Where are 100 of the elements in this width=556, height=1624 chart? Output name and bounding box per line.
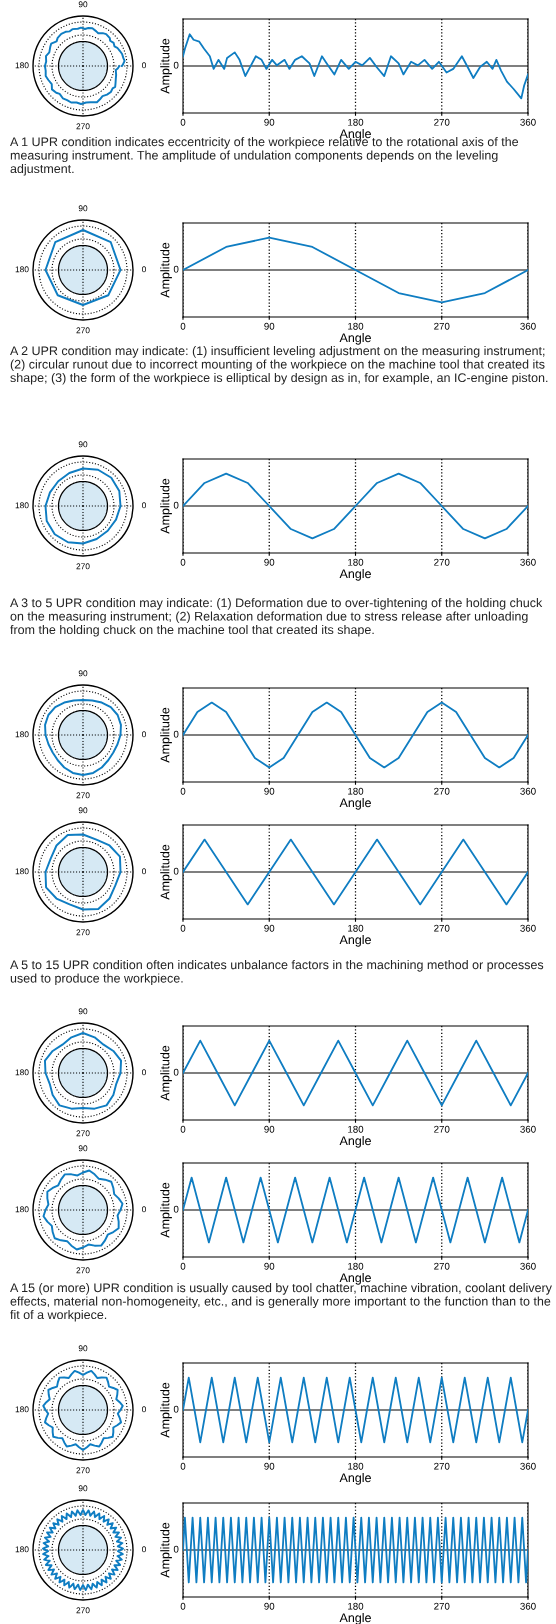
y-axis-title: Amplitude — [160, 1522, 172, 1578]
x-tick-label: 180 — [348, 118, 364, 126]
text: 0 — [142, 731, 146, 738]
x-tick-label: 180 — [348, 1462, 364, 1470]
x-tick-label: 90 — [264, 322, 275, 330]
y-axis-title: Amplitude — [160, 844, 172, 900]
y-axis-title: Amplitude — [160, 38, 172, 94]
x-tick-label: 180 — [348, 1602, 364, 1610]
y-axis-title: Amplitude — [160, 478, 172, 534]
text: 0 — [142, 1406, 146, 1413]
text: 0 — [142, 1546, 146, 1553]
x-tick-label: 360 — [520, 1125, 536, 1133]
x-tick-label: 90 — [264, 118, 275, 126]
text: 0 — [142, 868, 146, 875]
x-tick-label: 90 — [264, 924, 275, 932]
text: 180 — [15, 731, 29, 738]
text: 90 — [78, 205, 88, 212]
x-tick-label: 360 — [520, 787, 536, 795]
text: 90 — [78, 441, 88, 448]
chart-title: A 5 to 15 UPR condition often indicates unbalance factors in the machining method or processes used to produce the workpiece. — [10, 960, 544, 986]
text: 90 — [78, 670, 88, 677]
x-tick-label: 0 — [180, 924, 186, 932]
ref-line-label: 0 — [173, 1545, 179, 1553]
x-tick-label: 360 — [520, 558, 536, 566]
x-axis-title: Angle — [339, 333, 371, 345]
text: 90 — [78, 1008, 88, 1015]
x-tick-label: 0 — [180, 1125, 186, 1133]
x-tick-label: 90 — [264, 1462, 275, 1470]
ref-line-label: 0 — [173, 1405, 179, 1413]
x-tick-label: 270 — [434, 558, 450, 566]
x-tick-label: 90 — [264, 1602, 275, 1610]
text: 0 — [142, 502, 146, 509]
x-axis-title: Angle — [339, 1273, 371, 1285]
x-tick-label: 360 — [520, 322, 536, 330]
ref-line-label: 0 — [173, 61, 179, 69]
x-tick-label: 360 — [520, 1462, 536, 1470]
text: 0 — [142, 1069, 146, 1076]
x-tick-label: 270 — [434, 1462, 450, 1470]
x-tick-label: 270 — [434, 1262, 450, 1270]
ref-line-label: 0 — [173, 1068, 179, 1076]
x-tick-label: 270 — [434, 322, 450, 330]
x-tick-label: 0 — [180, 322, 186, 330]
text: 0 — [142, 62, 146, 69]
x-tick-label: 360 — [520, 924, 536, 932]
x-tick-label: 180 — [348, 1262, 364, 1270]
x-tick-label: 180 — [348, 787, 364, 795]
text: 180 — [15, 1406, 29, 1413]
text: 180 — [15, 1206, 29, 1213]
x-tick-label: 0 — [180, 1602, 186, 1610]
x-tick-label: 270 — [434, 1125, 450, 1133]
y-axis-title: Amplitude — [160, 242, 172, 298]
text: 90 — [78, 1345, 88, 1352]
x-axis-title: Angle — [339, 569, 371, 581]
y-axis-title: Amplitude — [160, 1182, 172, 1238]
x-axis-title: Angle — [339, 935, 371, 947]
x-tick-label: 90 — [264, 1262, 275, 1270]
text: 180 — [15, 266, 29, 273]
x-tick-label: 0 — [180, 118, 186, 126]
ref-line-label: 0 — [173, 501, 179, 509]
x-tick-label: 270 — [434, 1602, 450, 1610]
x-tick-label: 180 — [348, 924, 364, 932]
y-axis-title: Amplitude — [160, 707, 172, 763]
x-tick-label: 270 — [434, 924, 450, 932]
y-axis-title: Amplitude — [160, 1382, 172, 1438]
ref-line-label: 0 — [173, 730, 179, 738]
x-axis-title: Angle — [339, 1473, 371, 1485]
text: 90 — [78, 1485, 88, 1492]
x-tick-label: 90 — [264, 1125, 275, 1133]
text: 0 — [142, 266, 146, 273]
chart-title: A 2 UPR condition may indicate: (1) insufficient leveling adjustment on the measuring instrument; (2) circular runout due to incorrect mounting of the workpiece on the machine tool that created its shape; (3) the form of the workpiece is elliptical by design as in, for example, an IC-engine piston. — [10, 346, 548, 385]
text: 90 — [78, 1145, 88, 1152]
x-tick-label: 90 — [264, 558, 275, 566]
x-tick-label: 360 — [520, 1602, 536, 1610]
ref-line-label: 0 — [173, 1205, 179, 1213]
x-axis-title: Angle — [339, 1136, 371, 1148]
chart-title: A 3 to 5 UPR condition may indicate: (1) Deformation due to over-tightening of the holding chuck on the measuring instrument; (2) Relaxation deformation due to stress release after unloading from the holding chuck on the machine tool that created its shape. — [10, 598, 543, 637]
text: 90 — [78, 807, 88, 814]
text: 180 — [15, 1069, 29, 1076]
x-tick-label: 180 — [348, 1125, 364, 1133]
x-tick-label: 180 — [348, 558, 364, 566]
x-tick-label: 90 — [264, 787, 275, 795]
text: 90 — [78, 1, 88, 8]
x-tick-label: 270 — [434, 787, 450, 795]
x-tick-label: 0 — [180, 558, 186, 566]
y-axis-title: Amplitude — [160, 1045, 172, 1101]
x-tick-label: 180 — [348, 322, 364, 330]
x-tick-label: 270 — [434, 118, 450, 126]
text: 180 — [15, 1546, 29, 1553]
x-axis-title: Angle — [339, 798, 371, 810]
x-tick-label: 360 — [520, 1262, 536, 1270]
x-tick-label: 0 — [180, 1462, 186, 1470]
x-axis-title: Angle — [339, 1613, 371, 1624]
ref-line-label: 0 — [173, 265, 179, 273]
x-tick-label: 360 — [520, 118, 536, 126]
x-tick-label: 0 — [180, 1262, 186, 1270]
text: 0 — [142, 1206, 146, 1213]
x-tick-label: 0 — [180, 787, 186, 795]
text: 180 — [15, 868, 29, 875]
text: 180 — [15, 502, 29, 509]
ref-line-label: 0 — [173, 867, 179, 875]
